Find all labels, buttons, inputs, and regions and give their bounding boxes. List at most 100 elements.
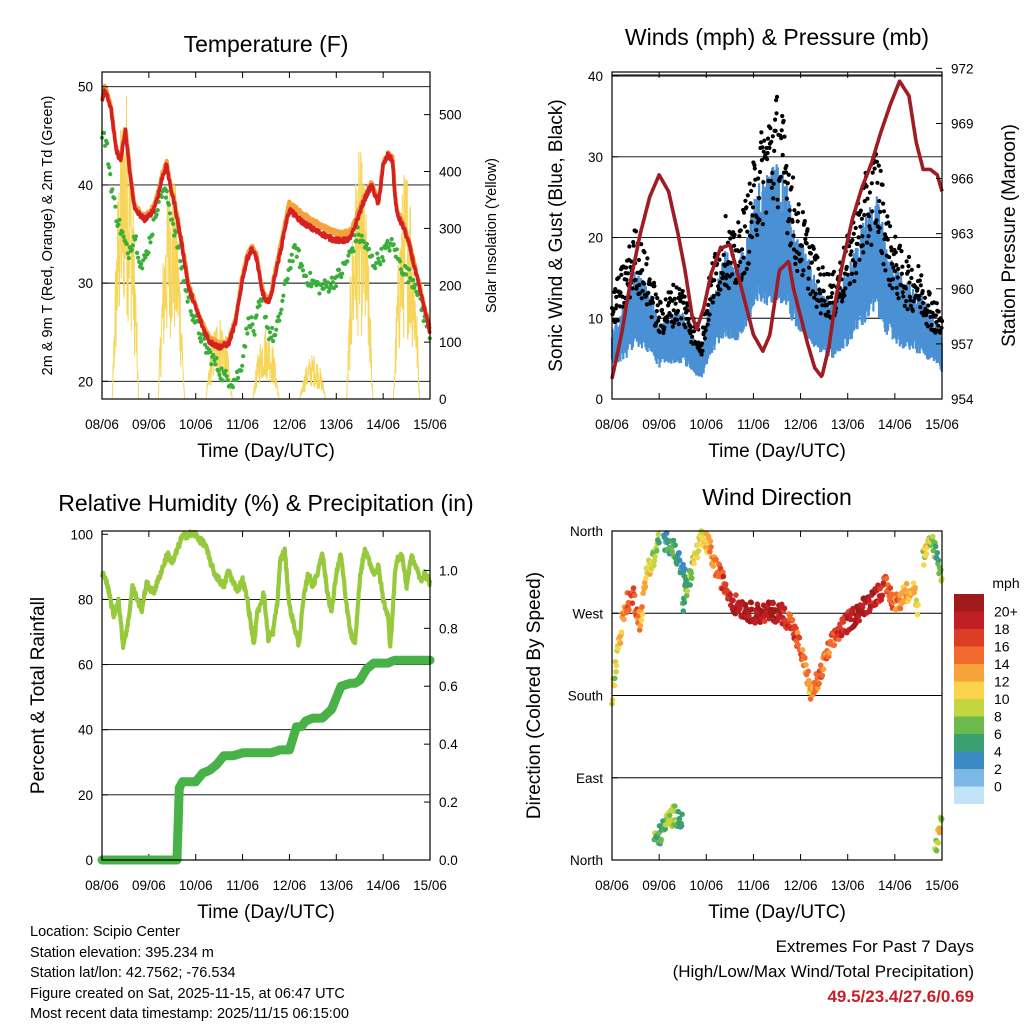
gust-point [938,330,943,335]
dewpoint-point [140,266,145,271]
gust-point [930,310,935,315]
gust-point [768,178,774,183]
dewpoint-point [270,325,275,330]
gust-point [688,325,693,330]
direction-point [930,533,936,540]
gust-point [918,283,923,288]
x-tick-label: 11/06 [737,878,770,893]
gust-point [850,238,855,243]
gust-point [765,150,770,156]
dewpoint-point [112,196,117,201]
gust-point [870,209,875,214]
dewpoint-point [124,241,129,247]
gust-point [917,278,922,283]
solar-peak-5 [297,355,328,400]
gust-point [657,315,662,320]
dewpoint-point [309,284,314,289]
gust-point [711,293,716,298]
gust-point [874,218,879,223]
gust-point [790,219,795,224]
dewpoint-point [340,271,345,276]
direction-point [639,611,646,618]
direction-point [617,640,624,646]
gust-point [761,180,766,185]
gust-point [712,278,717,283]
y-right-tick-label: 960 [951,282,974,297]
direction-point [897,605,904,612]
dewpoint-point [148,240,153,245]
dewpoint-point [407,267,412,272]
solar-peak-4 [251,329,281,400]
gust-point [750,205,756,210]
x-tick-label: 14/06 [366,878,400,893]
gust-point [672,320,677,325]
gust-point [800,210,806,215]
dewpoint-point [108,172,113,177]
direction-point [691,560,697,567]
y-tick-label: 0 [85,853,93,868]
gust-point [877,199,882,204]
gust-point [748,201,753,206]
gust-point [820,265,825,270]
direction-point [651,562,657,569]
dewpoint-point [296,248,301,253]
direction-point [746,612,752,619]
colorbar-label: 16 [994,639,1010,655]
direction-point [819,672,826,679]
gust-point [706,317,711,322]
direction-point [820,666,827,672]
gust-point [774,94,780,99]
gust-point [651,280,657,285]
gust-point [887,283,892,288]
direction-point [937,567,944,573]
x-axis-label: Time (Day/UTC) [708,441,846,462]
gust-point [880,250,885,256]
gust-point [907,280,912,285]
gust-point [908,303,914,308]
dewpoint-point [263,314,268,319]
y-tick-label: East [576,771,603,786]
gust-point [902,303,907,308]
dewpoint-point [117,217,122,222]
direction-point [656,539,662,546]
gust-point [855,241,860,247]
dewpoint-point [159,194,164,199]
dewpoint-point [328,283,333,288]
direction-point [789,617,796,623]
direction-point [761,618,768,624]
gust-point [805,227,810,232]
gust-point [738,228,743,233]
gust-point [852,279,857,284]
x-tick-label: 09/06 [642,417,676,432]
dewpoint-point [421,318,426,324]
y-tick-label: 40 [78,723,93,738]
gust-point [685,308,691,313]
dewpoint-point [252,332,257,337]
gust-point [815,255,820,260]
dewpoint-point [257,303,262,308]
gust-point [765,136,771,141]
gust-point [899,249,904,254]
y-tick-label: 30 [588,150,603,165]
gust-point [737,234,742,239]
gust-point [858,208,864,213]
gust-point [825,295,831,300]
y-right-tick-label: 966 [951,172,974,187]
gust-point [896,266,901,271]
gust-point [840,299,845,304]
direction-point [722,581,729,588]
direction-point [920,562,927,568]
y-tick-label: 20 [588,231,603,246]
direction-point [676,815,683,822]
gust-point [789,241,794,246]
gust-point [784,163,789,169]
direction-point [680,608,687,614]
dewpoint-point [217,372,222,377]
gust-point [721,252,726,257]
gust-point [813,291,818,296]
dewpoint-point [126,256,131,261]
dewpoint-point [154,212,159,217]
gust-point [826,309,831,314]
dewpoint-point [411,278,416,283]
gust-point [857,257,862,262]
